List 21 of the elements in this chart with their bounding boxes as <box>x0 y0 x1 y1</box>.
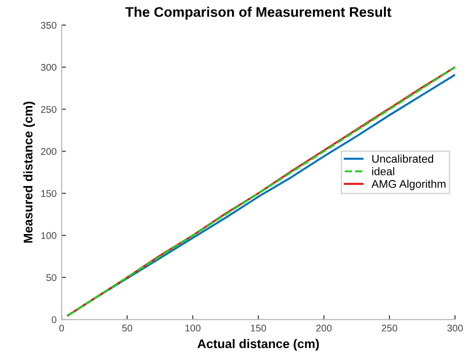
chart-title: The Comparison of Measurement Result <box>125 6 392 20</box>
legend-label: AMG Algorithm <box>371 180 446 190</box>
y-tick-label: 200 <box>41 148 56 155</box>
y-tick-label: 50 <box>46 274 56 282</box>
y-axis-title: Measured distance (cm) <box>23 102 35 243</box>
x-tick-label: 300 <box>447 324 463 332</box>
y-tick-label: 300 <box>40 64 56 71</box>
x-tick-label: 100 <box>185 324 200 332</box>
y-tick-label: 0 <box>52 316 56 324</box>
legend-label: ideal <box>372 167 394 176</box>
y-tick-label: 150 <box>41 190 56 197</box>
x-tick-label: 250 <box>382 324 398 332</box>
legend-label: Uncalibrated <box>372 154 434 163</box>
y-tick-label: 100 <box>41 232 56 240</box>
x-tick-label: 150 <box>250 324 266 332</box>
x-tick-label: 0 <box>59 324 64 332</box>
x-tick-label: 50 <box>122 324 132 332</box>
x-axis-title: Actual distance (cm) <box>198 338 319 351</box>
y-tick-label: 250 <box>41 106 56 113</box>
x-tick-label: 200 <box>316 324 332 332</box>
y-tick-label: 350 <box>40 22 56 29</box>
